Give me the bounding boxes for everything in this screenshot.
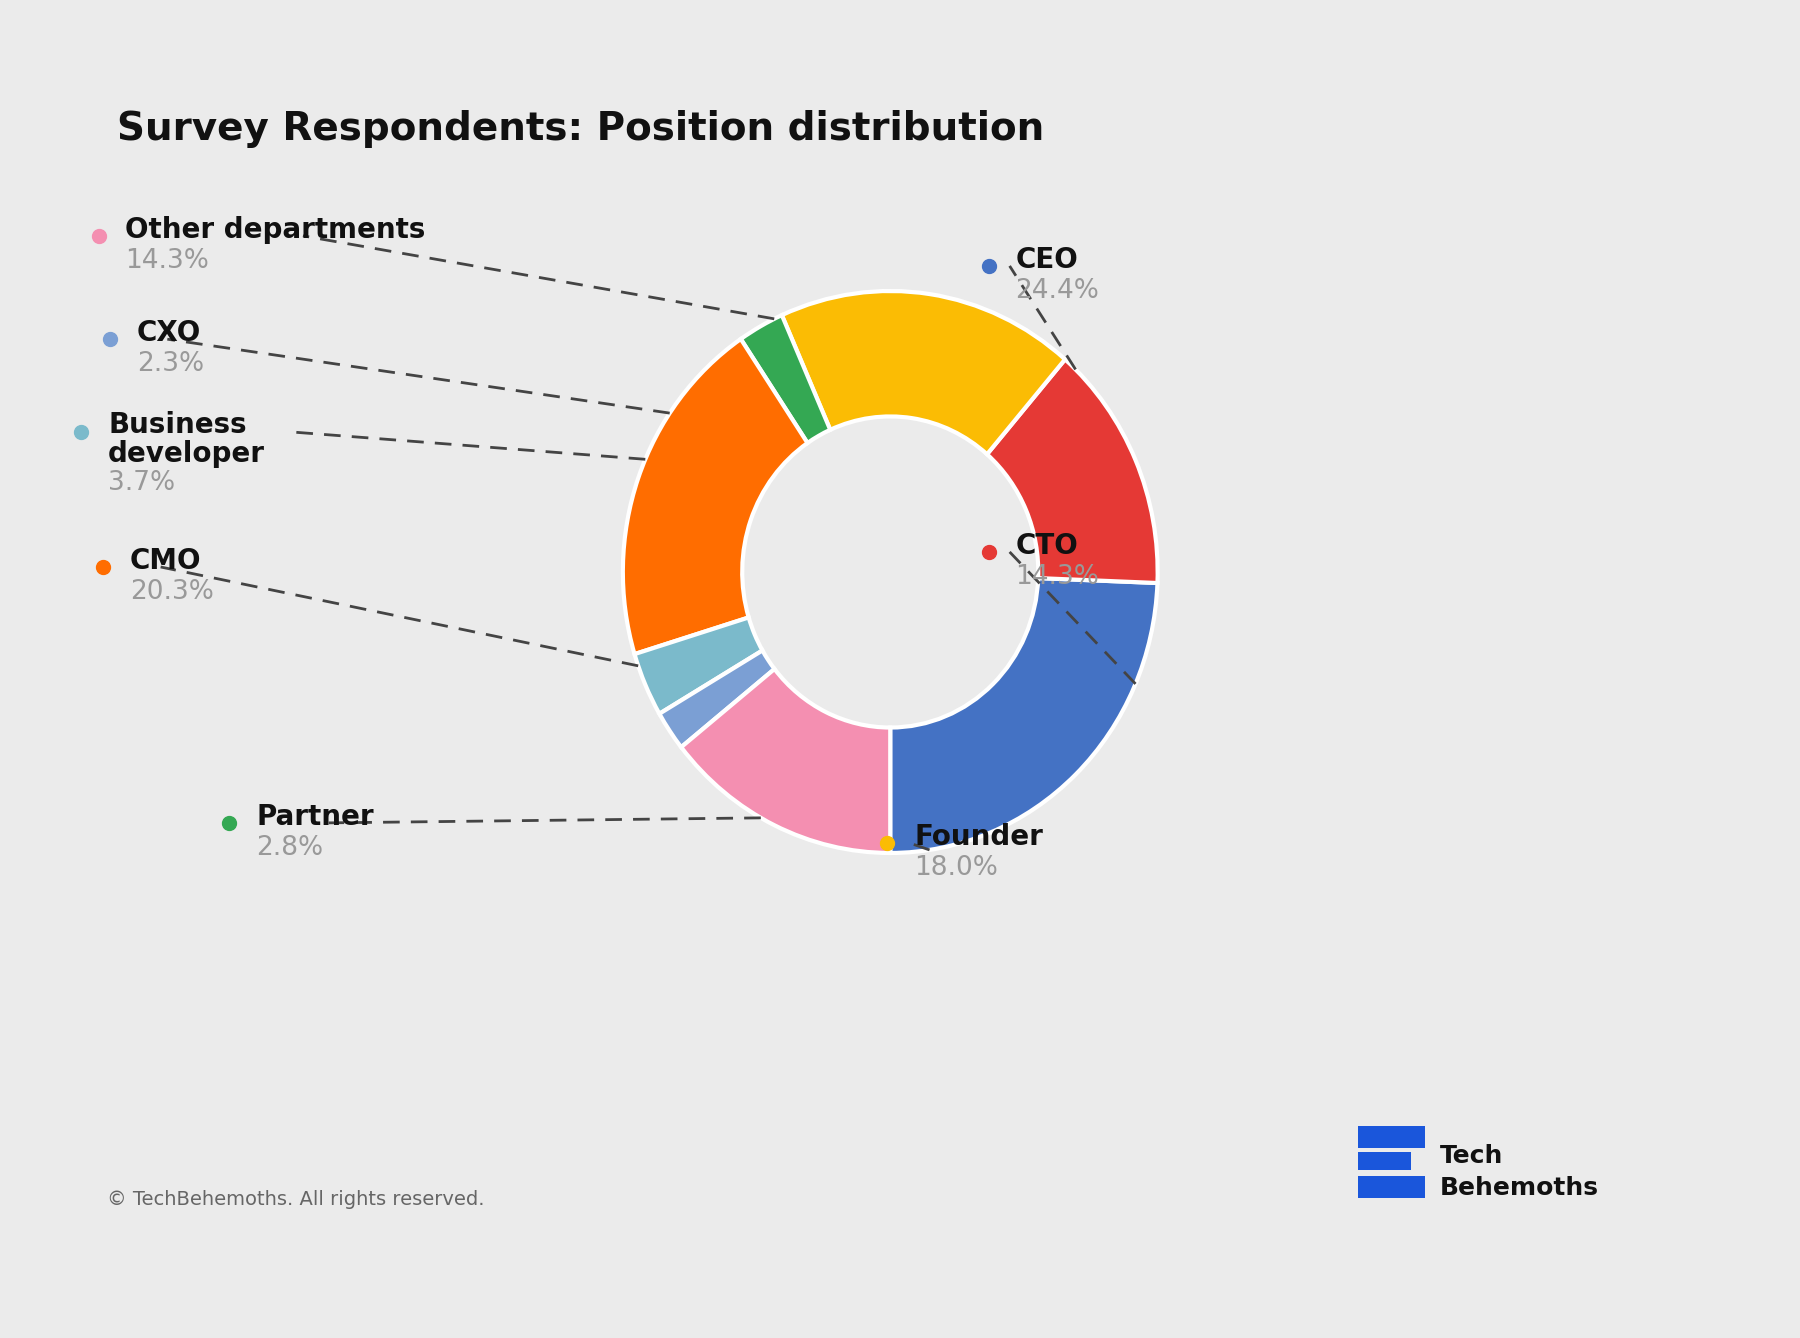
Text: Business: Business	[108, 412, 247, 439]
Text: Founder: Founder	[914, 823, 1042, 851]
FancyBboxPatch shape	[1359, 1125, 1426, 1148]
Wedge shape	[986, 360, 1157, 583]
Text: CTO: CTO	[1015, 531, 1078, 559]
Wedge shape	[635, 617, 763, 713]
Wedge shape	[623, 339, 808, 654]
Text: Partner: Partner	[256, 803, 374, 831]
Wedge shape	[680, 669, 891, 854]
FancyBboxPatch shape	[1359, 1152, 1411, 1169]
FancyBboxPatch shape	[1359, 1176, 1426, 1198]
Text: © TechBehemoths. All rights reserved.: © TechBehemoths. All rights reserved.	[108, 1191, 484, 1210]
Text: 2.3%: 2.3%	[137, 351, 203, 377]
Text: 14.3%: 14.3%	[126, 248, 209, 274]
Text: 18.0%: 18.0%	[914, 855, 997, 880]
Text: 24.4%: 24.4%	[1015, 278, 1100, 304]
Wedge shape	[742, 316, 830, 443]
Text: 20.3%: 20.3%	[130, 579, 214, 605]
Text: 3.7%: 3.7%	[108, 470, 175, 495]
Wedge shape	[891, 578, 1157, 854]
Text: Other departments: Other departments	[126, 215, 425, 244]
Text: CXO: CXO	[137, 320, 202, 347]
Wedge shape	[659, 650, 774, 747]
Wedge shape	[781, 292, 1066, 455]
Text: Survey Respondents: Position distribution: Survey Respondents: Position distributio…	[117, 111, 1044, 149]
Text: 2.8%: 2.8%	[256, 835, 324, 860]
Text: CMO: CMO	[130, 547, 202, 575]
Text: 14.3%: 14.3%	[1015, 565, 1100, 590]
Text: CEO: CEO	[1015, 246, 1078, 274]
Text: Tech
Behemoths: Tech Behemoths	[1440, 1144, 1598, 1200]
Text: developer: developer	[108, 439, 265, 467]
